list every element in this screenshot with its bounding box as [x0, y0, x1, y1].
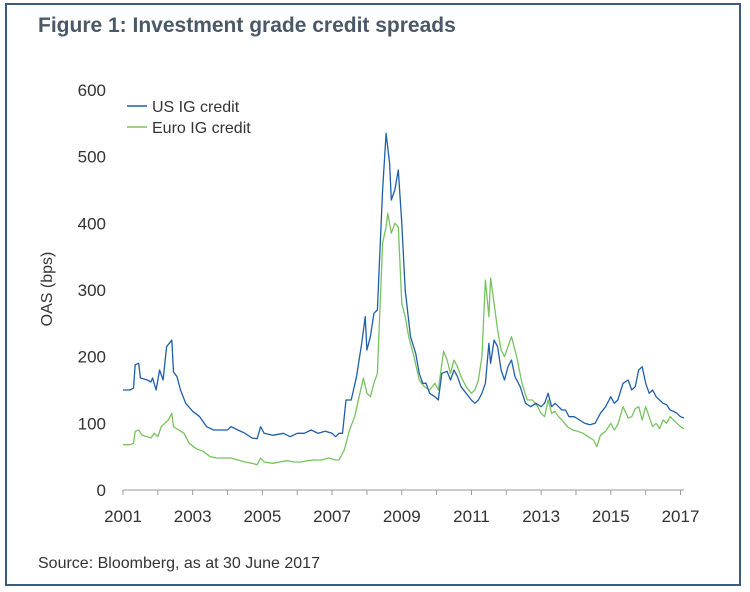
figure-title: Figure 1: Investment grade credit spread… [38, 14, 456, 37]
series-line-euro-ig-credit [123, 212, 685, 466]
x-tick-label: 2017 [662, 507, 700, 526]
x-tick-label: 2001 [104, 507, 142, 526]
y-tick-label: 500 [78, 148, 106, 167]
legend-label: US IG credit [152, 99, 240, 116]
y-tick-label: 300 [78, 281, 106, 300]
x-tick-label: 2011 [453, 507, 490, 526]
figure-frame [5, 3, 741, 586]
y-tick-label: 400 [78, 214, 106, 233]
y-tick-label: 200 [78, 348, 106, 367]
x-axis: 2001 2003 2005 2007 2009 2011 2013 2015 2017 [104, 489, 700, 526]
y-tick-label: 0 [97, 481, 106, 500]
y-tick-label: 600 [78, 81, 106, 100]
x-tick-label: 2003 [174, 507, 212, 526]
y-axis-ticks: 0 100 200 300 400 500 600 [78, 81, 106, 500]
x-tick-label: 2005 [243, 507, 281, 526]
x-tick-label: 2009 [383, 507, 421, 526]
x-tick-label: 2007 [313, 507, 351, 526]
legend-label: Euro IG credit [152, 120, 251, 137]
series-line-us-ig-credit [123, 132, 685, 440]
source-note: Source: Bloomberg, as at 30 June 2017 [38, 555, 320, 572]
legend: US IG credit Euro IG credit [127, 99, 251, 137]
y-axis-label: OAS (bps) [39, 252, 56, 327]
series-layer [123, 132, 685, 466]
y-tick-label: 100 [78, 414, 106, 433]
x-tick-label: 2015 [592, 507, 630, 526]
x-tick-label: 2013 [522, 507, 560, 526]
